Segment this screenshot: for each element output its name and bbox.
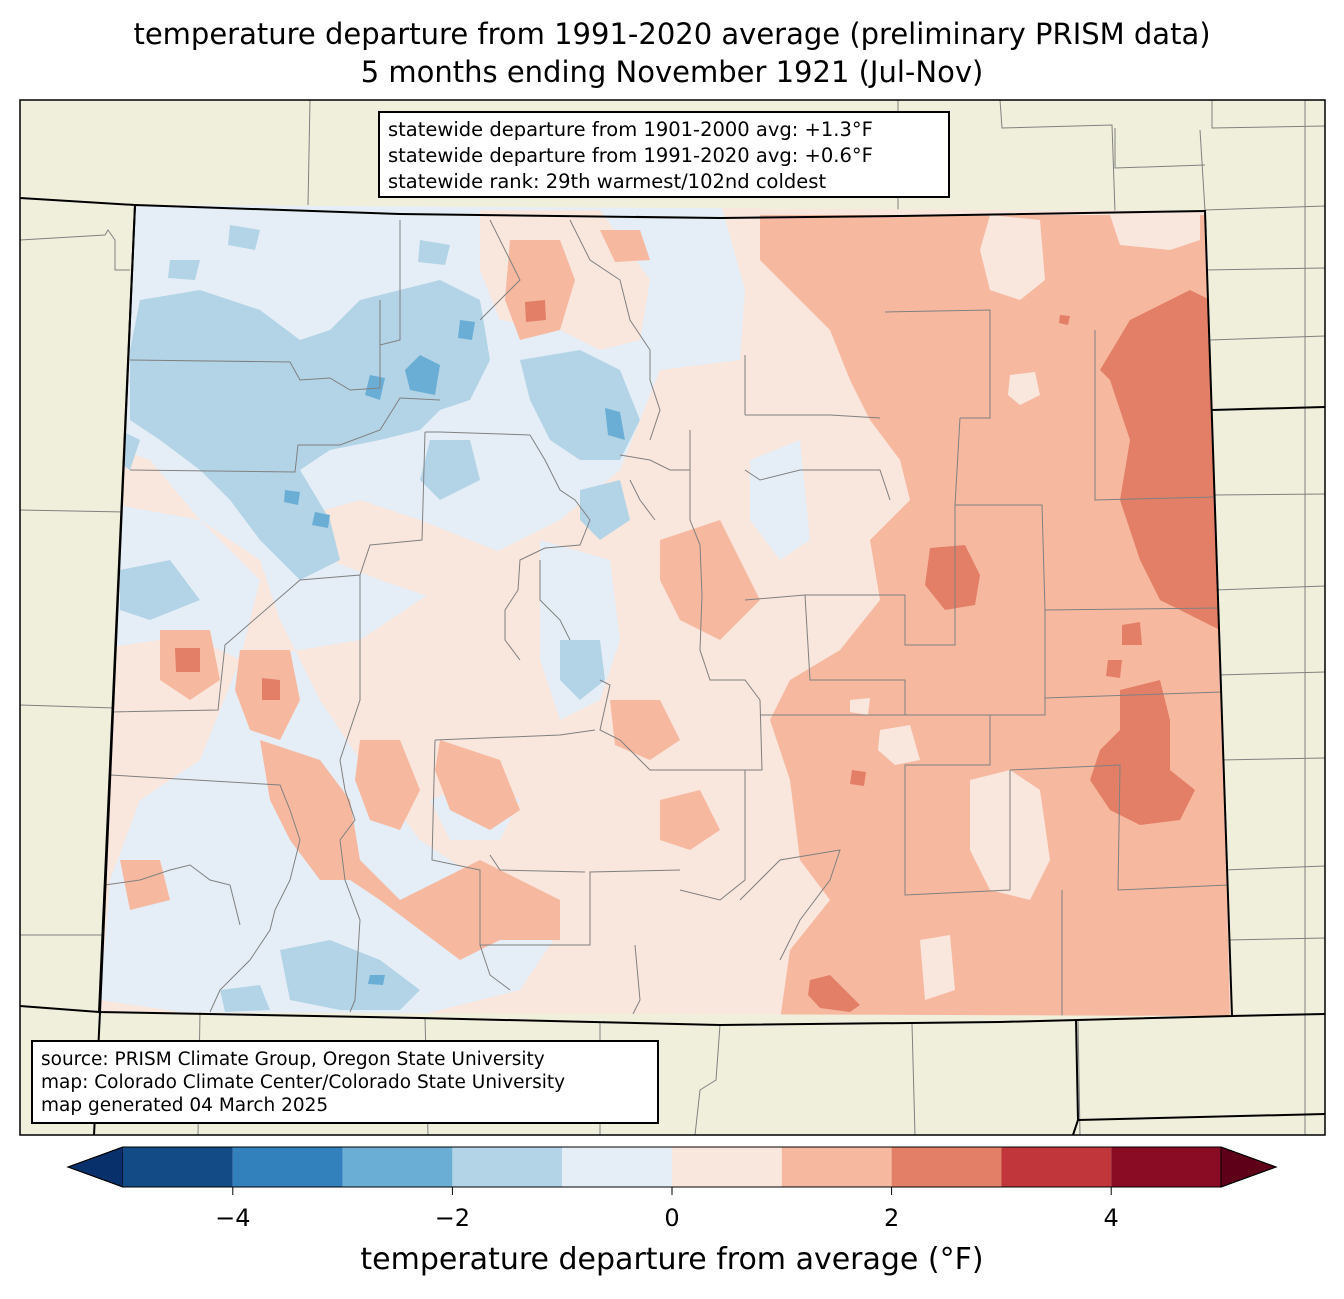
colorbar-segment: [781, 1147, 892, 1187]
colorbar-segment: [452, 1147, 563, 1187]
map-title-line1: temperature departure from 1991-2020 ave…: [133, 17, 1211, 51]
colorbar-segment: [232, 1147, 343, 1187]
statewide-stats-box: statewide departure from 1901-2000 avg: …: [378, 111, 950, 198]
colorbar-segment: [891, 1147, 1002, 1187]
colorbar-segment: [672, 1147, 782, 1187]
colorbar-tick-label: 0: [664, 1204, 680, 1232]
colorbar-segment: [123, 1147, 233, 1187]
stats-line-3: statewide rank: 29th warmest/102nd colde…: [388, 170, 827, 193]
temperature-field: [99, 205, 1232, 1016]
colorbar-tick-label: −4: [215, 1204, 251, 1232]
colorbar-tick-label: 2: [883, 1204, 900, 1232]
source-line-1: source: PRISM Climate Group, Oregon Stat…: [41, 1049, 545, 1070]
colorbar-extend-low: [66, 1146, 124, 1188]
colorbar-segment: [1111, 1147, 1221, 1187]
colorbar-tick-label: 4: [1103, 1204, 1119, 1232]
stats-line-2: statewide departure from 1991-2020 avg: …: [388, 144, 873, 167]
colorbar-title: temperature departure from average (°F): [360, 1242, 984, 1277]
stats-line-1: statewide departure from 1901-2000 avg: …: [388, 118, 873, 141]
colorbar: [66, 1146, 1278, 1195]
colorbar-segment: [562, 1147, 672, 1187]
map-frame: [19, 99, 1326, 1136]
colorbar-extend-high: [1220, 1146, 1278, 1188]
colorbar-segment: [1001, 1147, 1112, 1187]
colorbar-tick-label: −2: [434, 1204, 471, 1232]
colorbar-segment: [342, 1147, 453, 1187]
colorbar-outline: [66, 1146, 1278, 1188]
source-box: source: PRISM Climate Group, Oregon Stat…: [31, 1040, 659, 1124]
county-lines: [104, 219, 1229, 1016]
map-title-line2: 5 months ending November 1921 (Jul-Nov): [360, 55, 984, 89]
source-line-3: map generated 04 March 2025: [41, 1095, 329, 1116]
source-line-2: map: Colorado Climate Center/Colorado St…: [41, 1072, 566, 1093]
neighbor-county-lines: [20, 100, 1325, 1135]
